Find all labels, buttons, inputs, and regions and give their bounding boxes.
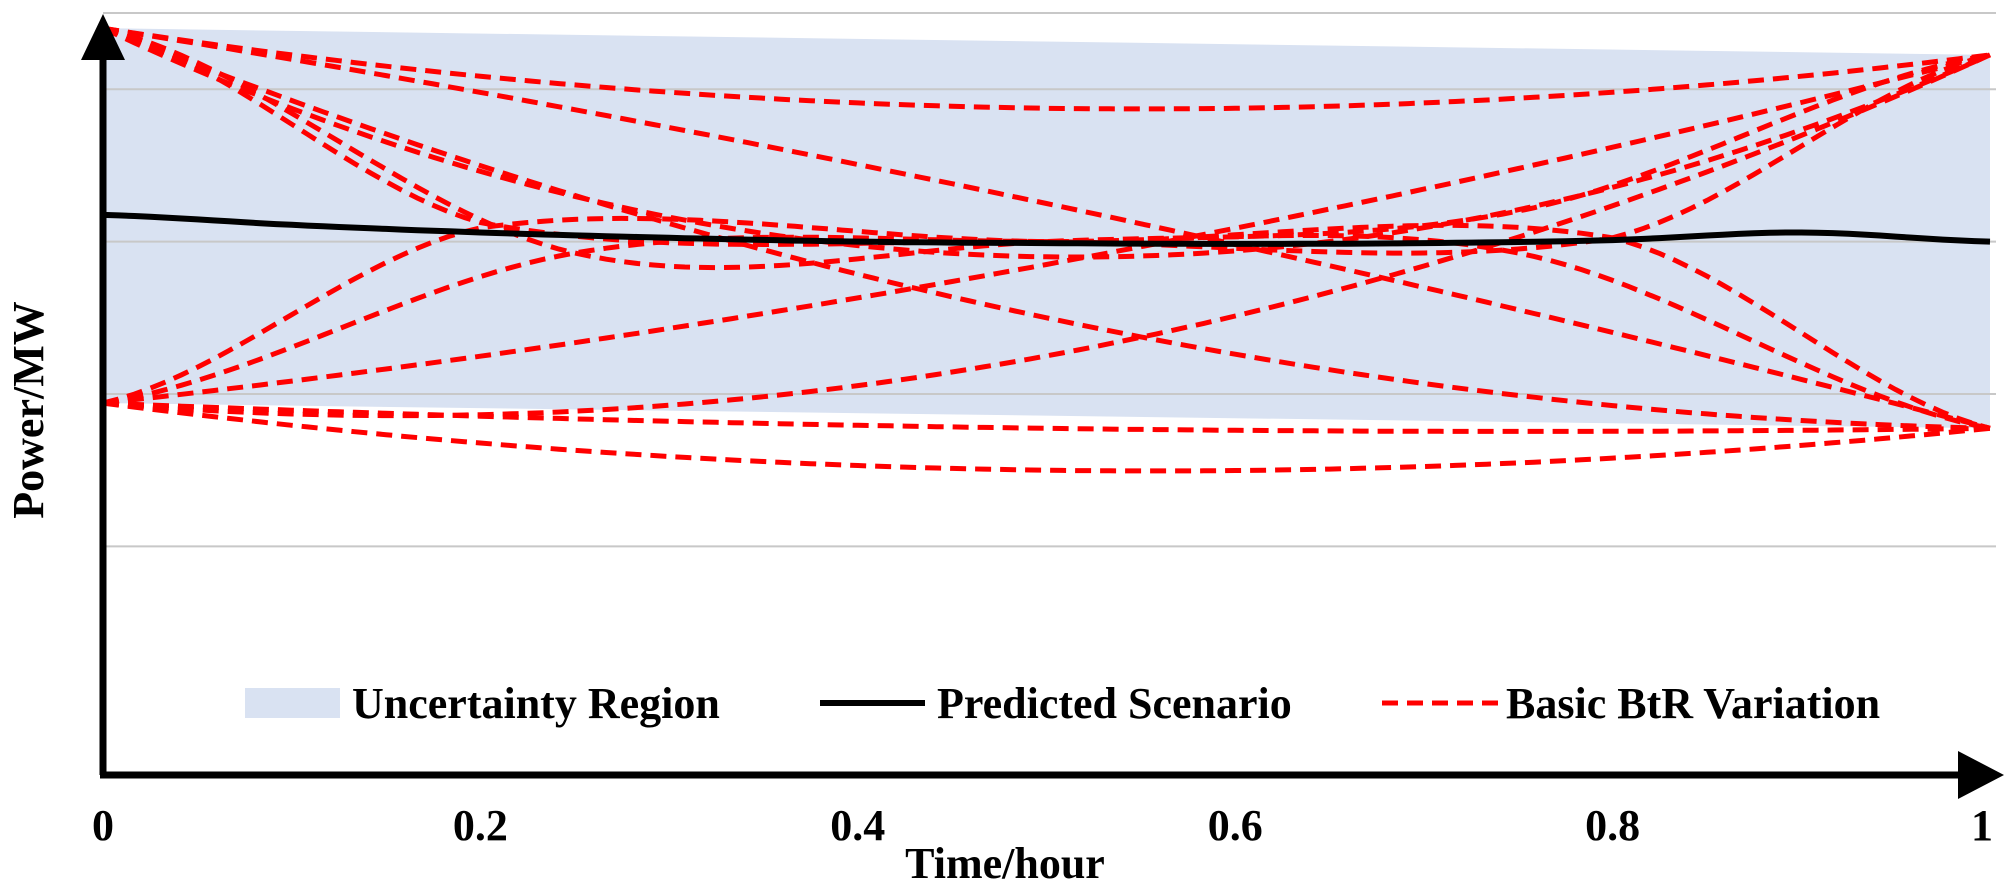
legend-label-predicted: Predicted Scenario: [937, 679, 1292, 728]
x-tick-label: 0.4: [830, 801, 885, 850]
legend-swatch-region: [245, 688, 340, 718]
variation-line: [102, 25, 1991, 271]
x-tick-labels: 0 0.2 0.4 0.6 0.8 1: [92, 801, 1993, 850]
y-axis-arrow: [81, 14, 125, 60]
variation-line: [102, 25, 1991, 431]
variation-line: [102, 25, 1991, 431]
variation-line: [102, 25, 1991, 431]
x-tick-label: 0.2: [453, 801, 508, 850]
legend-label-region: Uncertainty Region: [352, 679, 720, 728]
x-axis-arrow: [1958, 751, 2004, 799]
variation-line: [102, 400, 1991, 474]
axes: [81, 14, 2004, 799]
x-tick-label: 0: [92, 801, 114, 850]
uncertainty-region-layer: [103, 28, 1990, 429]
x-tick-label: 0.8: [1585, 801, 1640, 850]
y-axis-title: Power/MW: [4, 301, 53, 518]
x-tick-label: 0.6: [1208, 801, 1263, 850]
legend-label-variation: Basic BtR Variation: [1506, 679, 1880, 728]
x-axis-title: Time/hour: [905, 839, 1105, 886]
variation-line: [102, 25, 1991, 112]
uncertainty-region: [103, 28, 1990, 429]
variation-line: [102, 400, 1991, 434]
predicted-line: [102, 211, 1991, 247]
legend: Uncertainty Region Predicted Scenario Ba…: [245, 679, 1880, 728]
variation-line: [101, 25, 1992, 260]
x-tick-label: 1: [1971, 801, 1993, 850]
variation-line: [102, 52, 1991, 406]
variation-line: [102, 233, 1991, 431]
predicted-series: [102, 211, 1991, 247]
